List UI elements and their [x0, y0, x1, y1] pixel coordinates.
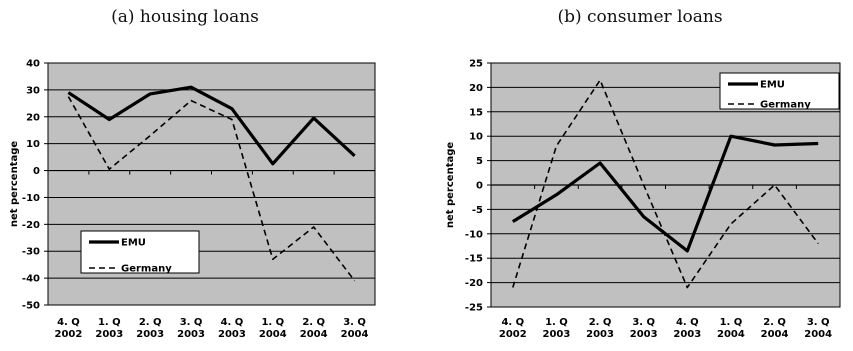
x-tick-label-year: 2004: [300, 329, 328, 340]
x-tick-label: 3. Q: [343, 317, 366, 328]
x-tick-label-year: 2003: [177, 329, 205, 340]
y-tick-label: -10: [22, 193, 40, 204]
y-tick-label: 0: [33, 166, 40, 177]
x-tick-label: 1. Q: [98, 317, 121, 328]
y-tick-label: 20: [26, 112, 40, 123]
y-tick-label: 10: [26, 139, 40, 150]
x-tick-label-year: 2004: [761, 329, 789, 340]
y-tick-label: 25: [469, 59, 483, 70]
chart-consumer-loans: (b) consumer loans 25 20 15 10 5 0 -5 -10 -15 -20 -…: [445, 7, 841, 340]
x-tick-label: 1. Q: [261, 317, 284, 328]
plot-border: [47, 62, 376, 306]
x-tick-label: 2. Q: [302, 317, 325, 328]
legend: [719, 72, 840, 110]
y-tick-label: 40: [26, 59, 40, 70]
x-tick-label: 1. Q: [720, 317, 743, 328]
x-tick-label: 4. Q: [57, 317, 80, 328]
y-axis-label: net percentage: [445, 142, 456, 229]
legend-label-emu: EMU: [760, 80, 785, 91]
x-tick-label-year: 2003: [543, 329, 571, 340]
series-line-germany: [512, 79, 819, 289]
x-tick-label: 2. Q: [139, 317, 162, 328]
y-axis-label: net percentage: [9, 141, 20, 228]
y-tick-label: 5: [476, 156, 483, 167]
legend-label-germany: Germany: [121, 264, 172, 275]
x-tick-label: 2. Q: [763, 317, 786, 328]
x-tick-label-year: 2003: [95, 329, 123, 340]
x-tick-label-year: 2004: [717, 329, 745, 340]
x-tick-label: 3. Q: [180, 317, 203, 328]
y-tick-label: 30: [26, 85, 40, 96]
y-tick-label: -30: [22, 247, 40, 258]
x-tick-label-year: 2002: [499, 329, 527, 340]
legend-label-germany: Germany: [760, 100, 811, 111]
y-tick-label: -50: [22, 301, 40, 312]
x-tick-label-year: 2003: [673, 329, 701, 340]
x-tick-label-year: 2003: [586, 329, 614, 340]
series-line-emu: [511, 134, 819, 253]
y-tick-label: -20: [465, 278, 483, 289]
x-tick-label-year: 2004: [804, 329, 832, 340]
series-line-germany: [67, 96, 356, 282]
x-tick-label-year: 2004: [259, 329, 287, 340]
x-tick-label-year: 2002: [55, 329, 83, 340]
x-tick-label: 4. Q: [221, 317, 244, 328]
x-tick-label: 3. Q: [807, 317, 830, 328]
chart-title: (b) consumer loans: [557, 7, 722, 27]
x-tick-label-year: 2003: [630, 329, 658, 340]
x-tick-label: 4. Q: [676, 317, 699, 328]
x-tick-label-year: 2004: [341, 329, 369, 340]
y-tick-label: -10: [465, 229, 483, 240]
legend-label-emu: EMU: [121, 238, 146, 249]
y-tick-label: -15: [465, 254, 483, 265]
y-tick-label: -25: [465, 303, 483, 314]
y-tick-label: -20: [22, 220, 40, 231]
x-tick-label: 2. Q: [589, 317, 612, 328]
series-line-emu: [67, 85, 356, 166]
x-tick-label: 3. Q: [632, 317, 655, 328]
y-tick-label: 0: [476, 181, 483, 192]
legend: [80, 230, 200, 274]
x-tick-label: 1. Q: [545, 317, 568, 328]
y-tick-label: -5: [472, 205, 483, 216]
y-tick-label: 15: [469, 107, 483, 118]
x-tick-label-year: 2003: [136, 329, 164, 340]
y-tick-label: 20: [469, 83, 483, 94]
chart-housing-loans: (a) housing loans 40 30 20 10 0 -10 -20 -30 -40 -5…: [9, 7, 376, 340]
chart-title: (a) housing loans: [111, 7, 259, 27]
x-tick-label-year: 2003: [218, 329, 246, 340]
y-tick-label: 10: [469, 132, 483, 143]
x-tick-label: 4. Q: [501, 317, 524, 328]
y-tick-label: -40: [22, 274, 40, 285]
